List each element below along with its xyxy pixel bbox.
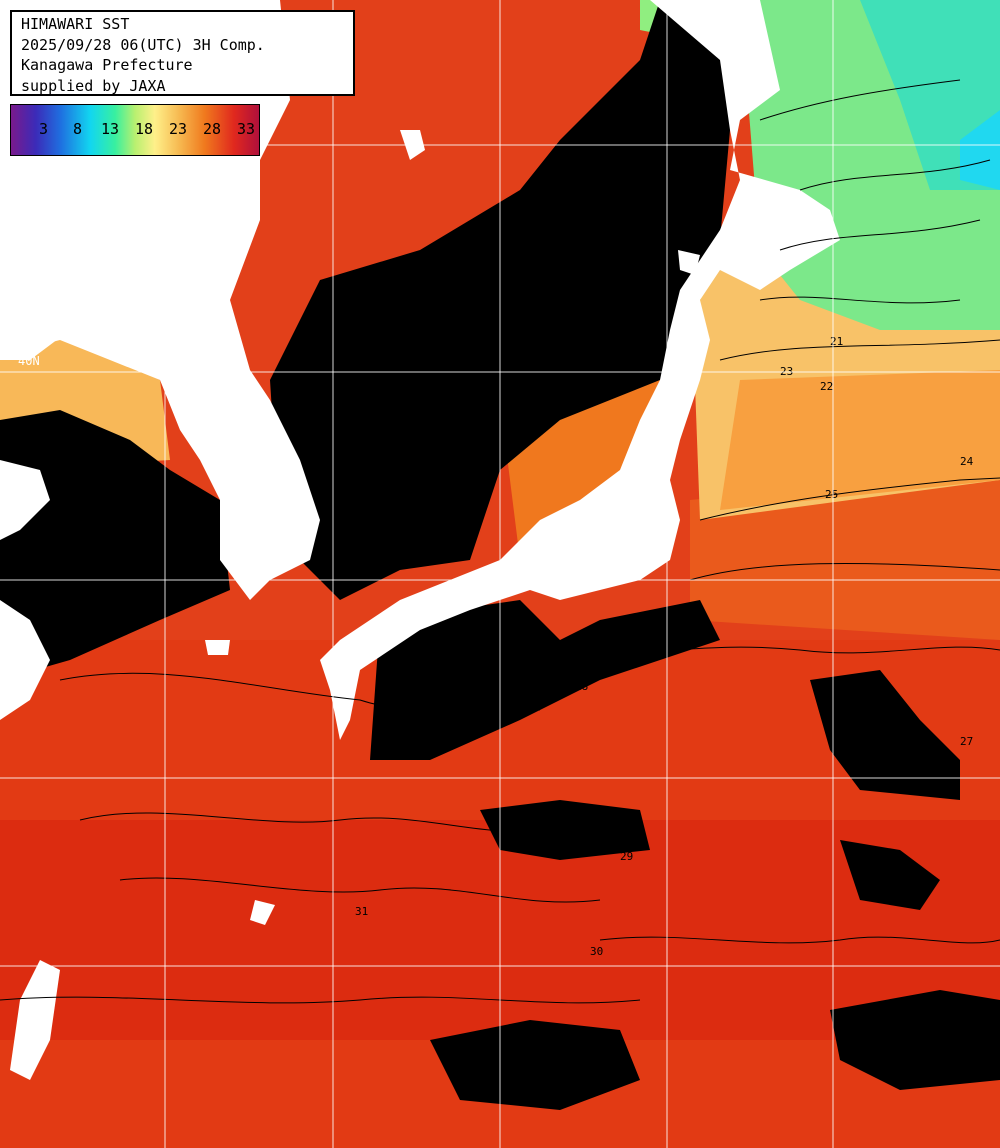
color-scale-bar: 3 8 13 18 23 28 33 — [10, 104, 260, 156]
latitude-label: 40N — [18, 354, 40, 368]
cloud-east-small — [840, 840, 940, 910]
contour-label: 21 — [830, 335, 843, 348]
contour-label: 30 — [590, 945, 603, 958]
land-china-coast — [0, 600, 50, 720]
land-shandong — [0, 460, 50, 540]
land-sado — [678, 250, 700, 275]
mild-sea-band — [720, 370, 1000, 510]
contour-label-group: 21 22 23 24 25 26 27 28 29 30 31 — [355, 335, 974, 958]
colorbar-tick: 28 — [203, 120, 222, 138]
colorbar-tick: 8 — [73, 120, 83, 138]
contour-label: 26 — [595, 650, 608, 663]
isotherm-contours — [0, 79, 1000, 1004]
colorbar-tick: 18 — [135, 120, 154, 138]
cloud-east-china-sea — [0, 410, 230, 680]
colorbar-tick: 13 — [101, 120, 120, 138]
mid-sea-band — [690, 470, 1000, 640]
organization: Kanagawa Prefecture — [21, 56, 193, 74]
timestamp: 2025/09/28 06(UTC) 3H Comp. — [21, 35, 265, 54]
contour-label: 27 — [960, 735, 973, 748]
coldest-sea-patch — [960, 110, 1000, 190]
cloud-south — [430, 1020, 640, 1110]
contour-label: 24 — [960, 455, 974, 468]
contour-label: 22 — [820, 380, 833, 393]
data-source: supplied by JAXA — [21, 76, 166, 95]
cloud-east-ocean — [810, 670, 960, 800]
colorbar-tick: 23 — [169, 120, 188, 138]
contour-label: 25 — [825, 488, 838, 501]
colorbar-tick: 33 — [237, 120, 256, 138]
contour-label: 28 — [575, 680, 588, 693]
cloud-sea-of-japan — [270, 0, 740, 600]
cloud-southeast — [830, 990, 1000, 1090]
land-taiwan — [10, 960, 60, 1080]
cloud-central — [480, 800, 650, 860]
land-okinawa — [250, 900, 275, 925]
cloud-south-coast — [370, 600, 720, 760]
colorbar-tick: 3 — [39, 120, 49, 138]
product-title: HIMAWARI SST — [21, 15, 130, 33]
contour-label: 29 — [620, 850, 633, 863]
title-box: HIMAWARI SST 2025/09/28 06(UTC) 3H Comp.… — [10, 10, 355, 96]
contour-label: 31 — [355, 905, 368, 918]
land-jeju — [205, 640, 230, 655]
land-japan — [320, 0, 840, 740]
